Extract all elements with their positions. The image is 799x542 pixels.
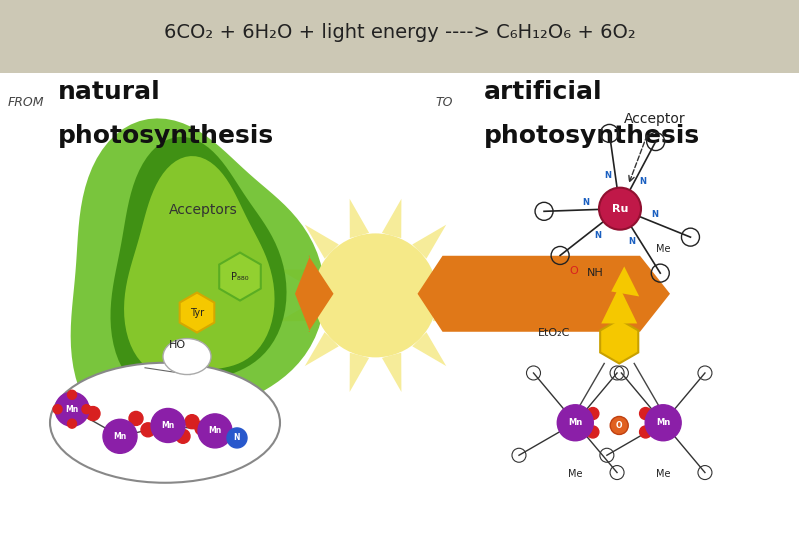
Text: N: N [629,237,635,246]
Polygon shape [219,253,260,301]
Circle shape [82,405,91,414]
Circle shape [103,420,137,453]
Text: Tyr: Tyr [190,307,204,318]
Text: N: N [594,231,601,240]
Polygon shape [412,225,446,259]
Circle shape [67,390,77,399]
Text: Mn: Mn [161,421,175,430]
Polygon shape [279,302,318,321]
Circle shape [53,405,62,414]
Circle shape [313,234,438,357]
Text: NH: NH [587,268,604,278]
Polygon shape [305,332,339,366]
Text: photosynthesis: photosynthesis [58,124,274,147]
Circle shape [586,426,599,438]
Circle shape [86,406,100,421]
Polygon shape [382,353,401,392]
Circle shape [645,405,682,441]
Circle shape [227,428,247,448]
Ellipse shape [50,363,280,483]
Text: O: O [570,266,578,276]
Text: Mn: Mn [656,418,670,427]
Circle shape [557,405,594,441]
Circle shape [195,421,209,435]
Circle shape [198,414,232,448]
Text: Ru: Ru [612,204,628,214]
Circle shape [599,188,641,230]
Ellipse shape [163,339,211,375]
Text: artificial: artificial [483,80,602,104]
Text: Mn: Mn [66,405,78,414]
Text: P₈₈₀: P₈₈₀ [231,272,248,281]
Text: Acceptor: Acceptor [624,112,686,126]
Circle shape [176,429,190,443]
Text: photosynthesis: photosynthesis [483,124,699,147]
Circle shape [129,411,143,425]
Polygon shape [412,332,446,366]
Circle shape [67,419,77,428]
Text: 6CO₂ + 6H₂O + light energy ----> C₆H₁₂O₆ + 6O₂: 6CO₂ + 6H₂O + light energy ----> C₆H₁₂O₆… [164,23,635,42]
Polygon shape [418,256,670,332]
Polygon shape [601,287,638,324]
Text: N: N [605,171,611,180]
Polygon shape [433,269,472,289]
Polygon shape [295,256,333,332]
Circle shape [586,408,599,420]
Circle shape [185,415,199,429]
Circle shape [141,423,155,437]
Text: N: N [651,210,658,220]
Polygon shape [433,302,472,321]
Text: HO: HO [169,339,185,350]
Polygon shape [180,293,214,333]
Text: O: O [616,421,622,430]
Polygon shape [279,269,318,289]
Circle shape [151,409,185,442]
Polygon shape [305,225,339,259]
Text: N: N [639,177,646,186]
Polygon shape [110,137,287,396]
Text: FROM: FROM [8,96,45,109]
Text: N: N [582,198,589,207]
Text: natural: natural [58,80,161,104]
Text: Me: Me [656,244,670,254]
Text: EtO₂C: EtO₂C [538,328,570,338]
Text: Me: Me [656,469,670,479]
Polygon shape [350,353,369,392]
Circle shape [610,416,628,435]
Polygon shape [124,156,275,376]
Polygon shape [70,118,324,443]
Text: Acceptors: Acceptors [169,203,237,217]
Text: TO: TO [435,96,453,109]
Bar [0,0,799,73]
Circle shape [639,408,652,420]
Polygon shape [350,199,369,238]
Circle shape [55,392,89,426]
Polygon shape [611,267,639,296]
Text: Me: Me [568,469,582,479]
Bar [0,73,799,542]
Polygon shape [382,199,401,238]
Circle shape [639,426,652,438]
Text: Mn: Mn [568,418,582,427]
Text: Mn: Mn [209,427,221,435]
Text: N: N [234,434,240,442]
Text: Mn: Mn [113,432,126,441]
Polygon shape [600,319,638,364]
